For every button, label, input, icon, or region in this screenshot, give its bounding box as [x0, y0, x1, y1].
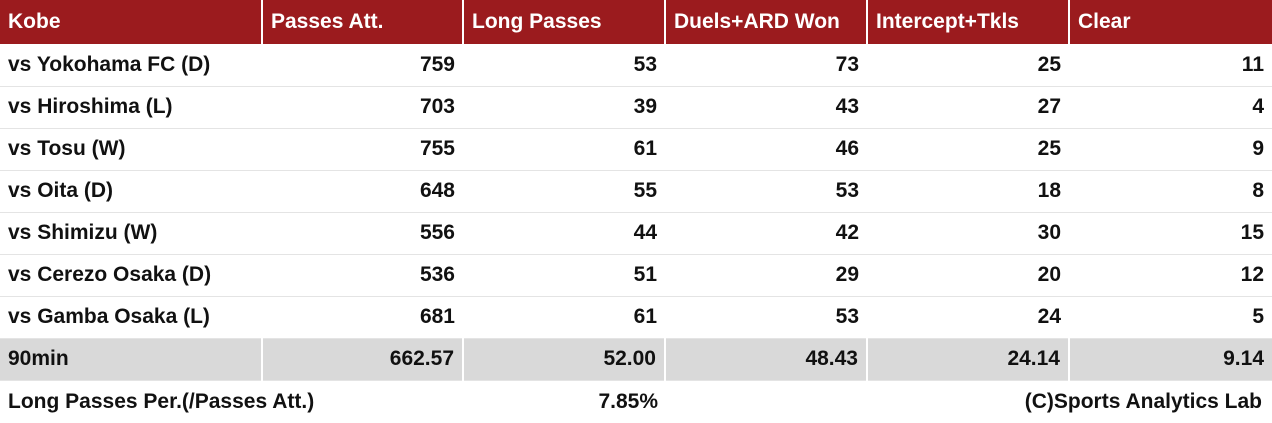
cell: 53 [463, 44, 665, 87]
row-label: vs Hiroshima (L) [0, 86, 262, 129]
row-label: vs Tosu (W) [0, 128, 262, 171]
cell: 53 [665, 296, 867, 339]
cell: 25 [867, 128, 1069, 171]
cell: 24 [867, 296, 1069, 339]
table-row: vs Gamba Osaka (L) 681 61 53 24 5 [0, 296, 1272, 339]
cell: 43 [665, 86, 867, 129]
summary-label: 90min [0, 338, 263, 381]
cell: 55 [463, 170, 665, 213]
stats-table: Kobe Passes Att. Long Passes Duels+ARD Won I… [0, 0, 1272, 381]
cell: 12 [1069, 254, 1272, 297]
table-body: vs Yokohama FC (D) 759 53 73 25 11 vs Hiroshim… [0, 44, 1272, 381]
cell: 556 [262, 212, 463, 255]
cell: 44 [463, 212, 665, 255]
cell: 20 [867, 254, 1069, 297]
header-row: Kobe Passes Att. Long Passes Duels+ARD Won I… [0, 0, 1272, 44]
column-header: Long Passes [463, 0, 666, 44]
cell: 703 [262, 86, 463, 129]
cell: 4 [1069, 86, 1272, 129]
cell: 42 [665, 212, 867, 255]
cell: 15 [1069, 212, 1272, 255]
summary-cell: 48.43 [665, 338, 868, 381]
cell: 681 [262, 296, 463, 339]
row-label: vs Yokohama FC (D) [0, 44, 262, 87]
footer-label: Long Passes Per.(/Passes Att.) [8, 389, 315, 413]
summary-cell: 24.14 [867, 338, 1070, 381]
row-label: vs Gamba Osaka (L) [0, 296, 262, 339]
column-header: Clear [1069, 0, 1272, 44]
cell: 51 [463, 254, 665, 297]
cell: 5 [1069, 296, 1272, 339]
cell: 30 [867, 212, 1069, 255]
cell: 73 [665, 44, 867, 87]
cell: 9 [1069, 128, 1272, 171]
cell: 25 [867, 44, 1069, 87]
table-row: vs Yokohama FC (D) 759 53 73 25 11 [0, 44, 1272, 87]
table-row: vs Cerezo Osaka (D) 536 51 29 20 12 [0, 254, 1272, 297]
cell: 11 [1069, 44, 1272, 87]
row-label: vs Oita (D) [0, 170, 262, 213]
column-header: Passes Att. [262, 0, 464, 44]
cell: 27 [867, 86, 1069, 129]
footer-value: 7.85% [598, 389, 658, 413]
column-header: Intercept+Tkls [867, 0, 1070, 44]
summary-cell: 662.57 [262, 338, 464, 381]
row-label: vs Shimizu (W) [0, 212, 262, 255]
column-header: Duels+ARD Won [665, 0, 868, 44]
column-header: Kobe [0, 0, 263, 44]
cell: 755 [262, 128, 463, 171]
cell: 39 [463, 86, 665, 129]
table-row: vs Tosu (W) 755 61 46 25 9 [0, 128, 1272, 171]
cell: 648 [262, 170, 463, 213]
cell: 759 [262, 44, 463, 87]
cell: 61 [463, 128, 665, 171]
cell: 46 [665, 128, 867, 171]
summary-cell: 52.00 [463, 338, 666, 381]
row-label: vs Cerezo Osaka (D) [0, 254, 262, 297]
footer: Long Passes Per.(/Passes Att.) 7.85% (C)… [0, 381, 1272, 423]
cell: 18 [867, 170, 1069, 213]
cell: 29 [665, 254, 867, 297]
cell: 61 [463, 296, 665, 339]
summary-row: 90min 662.57 52.00 48.43 24.14 9.14 [0, 338, 1272, 381]
cell: 536 [262, 254, 463, 297]
footer-credit: (C)Sports Analytics Lab [1024, 389, 1262, 413]
table-row: vs Hiroshima (L) 703 39 43 27 4 [0, 86, 1272, 129]
table-row: vs Shimizu (W) 556 44 42 30 15 [0, 212, 1272, 255]
cell: 53 [665, 170, 867, 213]
table-row: vs Oita (D) 648 55 53 18 8 [0, 170, 1272, 213]
summary-cell: 9.14 [1069, 338, 1272, 381]
cell: 8 [1069, 170, 1272, 213]
